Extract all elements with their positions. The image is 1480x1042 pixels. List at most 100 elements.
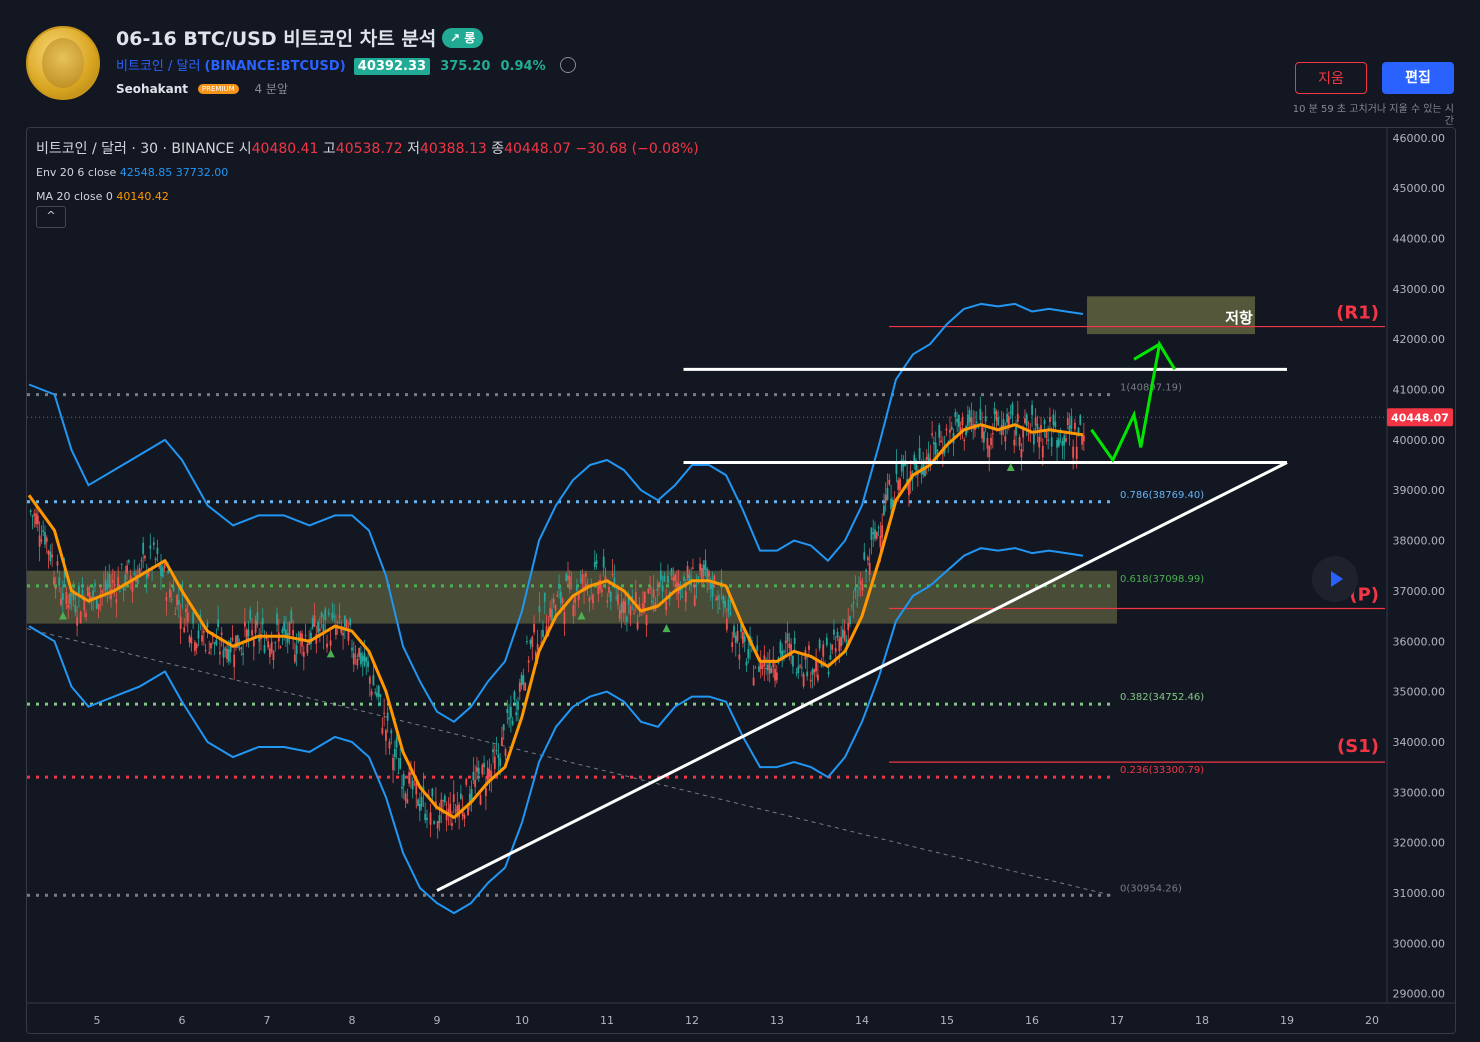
ma-label[interactable]: MA 20 close 0 — [36, 190, 113, 203]
candle-body — [88, 592, 91, 603]
candle-body — [167, 570, 170, 574]
candle-body — [433, 821, 436, 824]
candle-body — [399, 757, 402, 769]
candle-body — [1006, 413, 1008, 423]
replay-play-button[interactable] — [1312, 556, 1358, 602]
candle-body — [924, 466, 926, 477]
candle-body — [845, 639, 848, 643]
candle-body — [874, 529, 876, 539]
candle-body — [354, 655, 357, 657]
candle-body — [1040, 425, 1042, 433]
alarm-clock-icon[interactable] — [559, 57, 576, 73]
legend-collapse-button[interactable]: ^ — [36, 206, 66, 228]
candle-body — [1057, 438, 1060, 447]
candle-body — [152, 542, 155, 545]
candle-body — [424, 813, 427, 820]
candle-body — [477, 767, 480, 775]
y-tick-label: 37000.00 — [1393, 585, 1446, 598]
candle-body — [797, 666, 800, 673]
candle-body — [467, 807, 469, 816]
y-tick-label: 34000.00 — [1393, 736, 1446, 749]
y-tick-label: 42000.00 — [1393, 333, 1446, 346]
candle-body — [345, 620, 348, 629]
candle-body — [645, 615, 648, 626]
symbol-name-link[interactable]: 비트코인 / 달러 — [116, 59, 201, 74]
candle-body — [900, 459, 903, 472]
candle-body — [875, 531, 878, 539]
idea-header: 06-16 BTC/USD 비트코인 차트 분석 ↗ 롱 비트코인 / 달러 (… — [0, 0, 1480, 127]
candle-body — [997, 417, 1000, 426]
candle-body — [94, 583, 96, 587]
candle-body — [1066, 418, 1069, 426]
candle-body — [149, 545, 152, 549]
candle-body — [993, 408, 996, 415]
candle-body — [765, 668, 768, 670]
candle-body — [1031, 404, 1033, 416]
candle-body — [961, 417, 964, 426]
candle-body — [110, 588, 112, 600]
candle-body — [190, 637, 193, 644]
candle-body — [590, 587, 593, 589]
candle-body — [895, 462, 898, 474]
candle-body — [133, 573, 136, 575]
author-avatar[interactable] — [26, 26, 100, 100]
candle-body — [111, 580, 114, 583]
env-label[interactable]: Env 20 6 close — [36, 166, 117, 179]
candle-body — [79, 611, 82, 624]
candle-body — [70, 594, 73, 596]
y-tick-label: 45000.00 — [1393, 182, 1446, 195]
candle-body — [161, 567, 164, 577]
candle-body — [472, 771, 475, 781]
candle-body — [201, 635, 203, 642]
legend-low-label: 저 — [407, 141, 420, 157]
candle-body — [908, 482, 910, 496]
candle-body — [431, 788, 434, 797]
candle-body — [179, 616, 182, 630]
candle-body — [841, 629, 844, 638]
candle-body — [784, 640, 787, 644]
candle-body — [474, 780, 477, 788]
candle-body — [86, 586, 89, 597]
candle-body — [1004, 436, 1007, 442]
candle-body — [1002, 419, 1005, 427]
candle-body — [708, 571, 710, 577]
candle-body — [870, 527, 873, 540]
edit-button[interactable]: 편집 — [1382, 62, 1454, 94]
candle-body — [376, 692, 378, 697]
candle-body — [124, 574, 127, 586]
candle-body — [1013, 439, 1016, 446]
candle-body — [588, 597, 591, 602]
delete-button[interactable]: 지움 — [1295, 62, 1367, 94]
candle-body — [661, 585, 664, 592]
candle-body — [249, 609, 252, 620]
candle-body — [1011, 403, 1014, 416]
candle-body — [522, 675, 525, 685]
candle-body — [674, 574, 676, 582]
candle-body — [311, 618, 314, 628]
candle-body — [724, 600, 726, 608]
chart-container[interactable]: 29000.00 30000.00 31000.00 32000.00 33000.00… — [26, 127, 1456, 1034]
envelope-lower-line — [28, 547, 1084, 915]
candle-body — [1022, 428, 1025, 438]
candle-body — [684, 591, 687, 602]
candle-body — [549, 608, 552, 617]
candle-body — [90, 596, 93, 599]
candle-body — [76, 617, 79, 626]
candle-body — [711, 586, 714, 597]
candle-body — [272, 651, 275, 660]
candle-body — [602, 556, 605, 568]
candle-body — [515, 712, 518, 716]
candle-body — [206, 622, 209, 628]
price-chart[interactable]: 29000.00 30000.00 31000.00 32000.00 33000.00… — [27, 128, 1455, 1033]
play-icon — [1331, 571, 1343, 587]
author-name[interactable]: Seohakant — [116, 82, 189, 96]
candle-body — [220, 632, 223, 635]
candle-body — [561, 598, 564, 603]
candle-body — [165, 597, 168, 601]
symbol-code-link[interactable]: (BINANCE:BTCUSD) — [204, 59, 346, 74]
legend-symbol[interactable]: 비트코인 / 달러 · 30 · BINANCE — [36, 141, 235, 157]
candle-body — [856, 603, 859, 605]
candle-body — [349, 618, 352, 626]
candle-body — [577, 592, 580, 601]
candle-body — [568, 576, 571, 590]
